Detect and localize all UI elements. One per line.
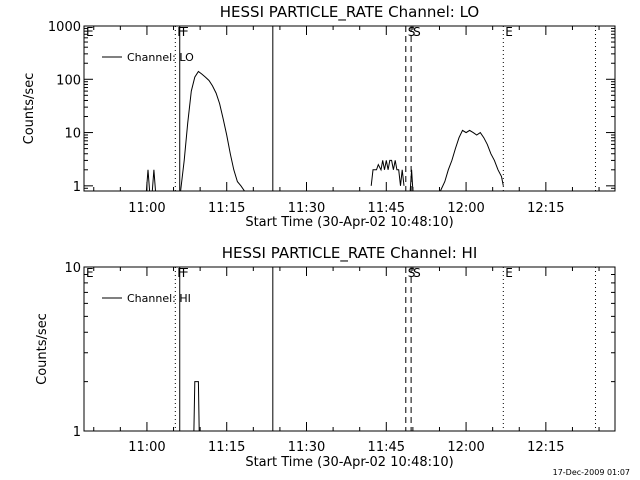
lo-channel-panel: HESSI PARTICLE_RATE Channel: LO Start Ti…	[22, 3, 616, 230]
x-tick-label: 11:00	[128, 440, 165, 455]
flag-label: F	[182, 25, 189, 39]
y-axis-label: Counts/sec	[35, 313, 50, 385]
hi-channel-panel: HESSI PARTICLE_RATE Channel: HI Start Ti…	[35, 244, 616, 470]
x-tick-label: 11:00	[128, 201, 165, 216]
y-axis-label: Counts/sec	[22, 73, 37, 145]
series-line	[180, 70, 248, 192]
x-tick-label: 11:30	[288, 201, 325, 216]
series-line	[439, 129, 504, 192]
chart-title: HESSI PARTICLE_RATE Channel: LO	[220, 3, 479, 22]
y-tick-label: 1000	[48, 20, 81, 35]
x-axis-label: Start Time (30-Apr-02 10:48:10)	[245, 455, 453, 470]
y-tick-label: 1	[73, 425, 81, 440]
y-tick-label: 10	[64, 127, 81, 142]
flag-label: E	[86, 266, 94, 280]
series-line	[409, 169, 414, 192]
y-tick-label: 1	[73, 180, 81, 195]
x-axis-label: Start Time (30-Apr-02 10:48:10)	[245, 215, 453, 230]
flag-label: F	[177, 266, 184, 280]
flag-label: E	[505, 266, 513, 280]
plot-frame	[83, 25, 616, 192]
x-tick-label: 12:00	[447, 440, 484, 455]
x-tick-label: 12:15	[527, 440, 564, 455]
legend-label: Channel: LO	[127, 51, 194, 64]
series-line	[145, 169, 151, 192]
chart-title: HESSI PARTICLE_RATE Channel: HI	[222, 244, 478, 263]
print-timestamp: 17-Dec-2009 01:07	[553, 468, 630, 477]
y-tick-label: 10	[64, 261, 81, 276]
x-tick-label: 11:15	[208, 440, 245, 455]
flag-label: F	[177, 25, 184, 39]
x-tick-label: 11:45	[368, 440, 405, 455]
flag-label: E	[86, 25, 94, 39]
plot-frame	[83, 266, 616, 432]
flag-label: E	[505, 25, 513, 39]
x-tick-label: 11:45	[368, 201, 405, 216]
series-line	[370, 159, 405, 186]
x-tick-label: 11:30	[288, 440, 325, 455]
legend-label: Channel: HI	[127, 292, 191, 305]
series-line	[193, 381, 200, 432]
x-tick-label: 12:15	[527, 201, 564, 216]
series-line	[151, 169, 156, 192]
y-tick-label: 100	[56, 73, 81, 88]
x-tick-label: 12:00	[447, 201, 484, 216]
flag-label: F	[182, 266, 189, 280]
flag-label: S	[413, 25, 421, 39]
flag-label: S	[413, 266, 421, 280]
x-tick-label: 11:15	[208, 201, 245, 216]
